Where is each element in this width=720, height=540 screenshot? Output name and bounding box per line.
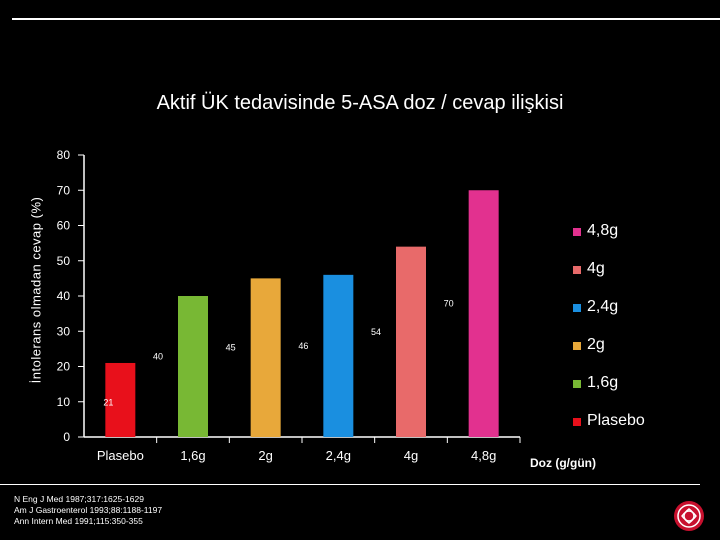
y-tick-label: 80: [57, 148, 71, 162]
legend-swatch: [573, 266, 581, 274]
legend-item: 4g: [573, 260, 645, 298]
legend-item: 1,6g: [573, 374, 645, 412]
bar: [178, 296, 208, 437]
bar: [105, 362, 136, 437]
bar: [250, 278, 281, 437]
y-tick-label: 0: [63, 430, 70, 444]
legend-swatch: [573, 418, 581, 426]
category-label: 2g: [258, 448, 272, 463]
top-divider: [12, 18, 720, 20]
legend-swatch: [573, 304, 581, 312]
y-tick-label: 30: [57, 324, 71, 338]
legend-swatch: [573, 228, 581, 236]
chart-title: Aktif ÜK tedavisinde 5-ASA doz / cevap i…: [156, 92, 564, 114]
bottom-divider: [0, 484, 700, 485]
reference-3: Ann Intern Med 1991;115:350-355: [14, 516, 143, 526]
y-tick-label: 10: [57, 395, 71, 409]
data-label: 46: [298, 341, 308, 351]
y-tick-label: 20: [57, 360, 71, 374]
bar: [323, 274, 354, 437]
legend-item: 2,4g: [573, 298, 645, 336]
legend-swatch: [573, 380, 581, 388]
reference-1: N Eng J Med 1987;317:1625-1629: [14, 494, 144, 504]
category-label: 4g: [404, 448, 418, 463]
category-label: 2,4g: [326, 448, 351, 463]
legend-swatch: [573, 342, 581, 350]
data-label: 70: [444, 299, 454, 309]
y-tick-label: 70: [57, 183, 71, 197]
university-seal-icon: [674, 501, 704, 531]
bar: [468, 190, 499, 437]
references: N Eng J Med 1987;317:1625-1629 Am J Gast…: [14, 494, 162, 527]
legend-label: 2,4g: [587, 298, 619, 315]
category-label: 4,8g: [471, 448, 496, 463]
y-tick-label: 50: [57, 254, 71, 268]
legend-label: Plasebo: [587, 412, 645, 429]
data-label: 21: [103, 397, 113, 407]
data-label: 40: [153, 351, 163, 361]
legend-label: 4g: [587, 260, 605, 277]
category-label: Plasebo: [97, 448, 144, 463]
legend-label: 2g: [587, 336, 605, 353]
bar: [396, 246, 426, 437]
data-label: 54: [371, 327, 381, 337]
y-tick-label: 60: [57, 219, 71, 233]
legend: 4,8g 4g 2,4g 2g 1,6g Plasebo: [573, 222, 645, 450]
legend-item: Plasebo: [573, 412, 645, 450]
data-label: 45: [226, 343, 236, 353]
category-label: 1,6g: [180, 448, 205, 463]
legend-item: 2g: [573, 336, 645, 374]
legend-item: 4,8g: [573, 222, 645, 260]
legend-label: 4,8g: [587, 222, 619, 239]
x-axis-label: Doz (g/gün): [530, 456, 596, 470]
reference-2: Am J Gastroenterol 1993;88:1188-1197: [14, 505, 163, 515]
legend-label: 1,6g: [587, 374, 619, 391]
y-tick-label: 40: [57, 289, 71, 303]
